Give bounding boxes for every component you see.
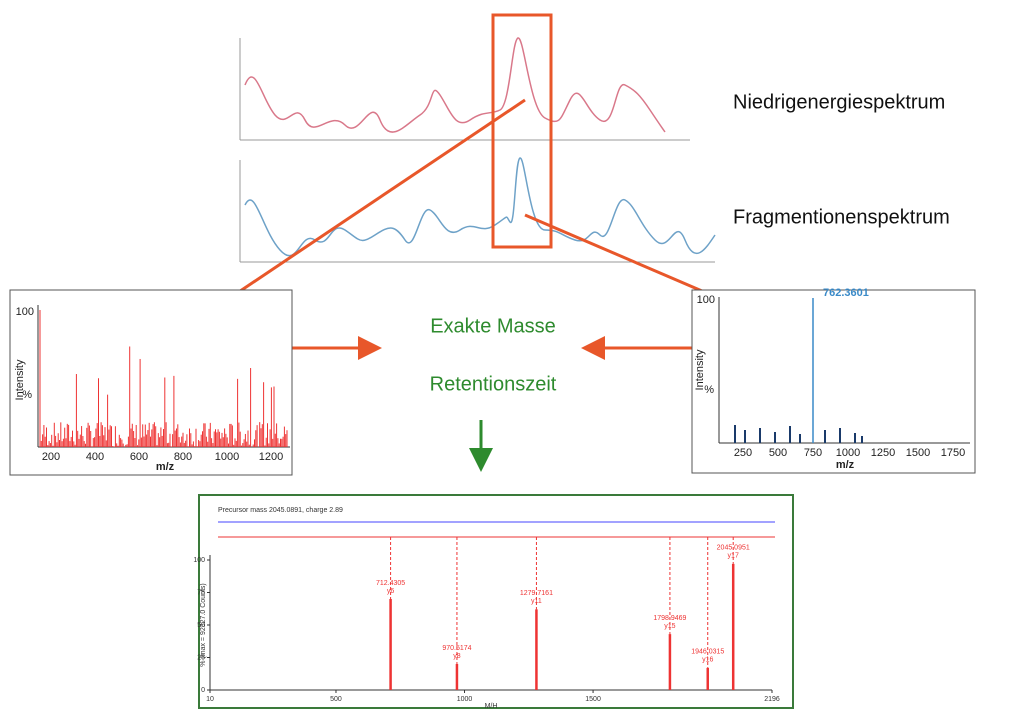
x-tick-label: 200 xyxy=(42,451,60,463)
y-label: Intensity xyxy=(694,349,706,390)
fragment-label: Fragmentionenspektrum xyxy=(733,206,950,228)
peak-ion: y8 xyxy=(453,653,461,660)
peak-ion: y6 xyxy=(387,588,395,595)
y-label: Intensity xyxy=(14,359,26,400)
y-tick-label: 100 xyxy=(193,557,205,564)
peak-label: 1946.0315 xyxy=(691,649,724,656)
x-tick-label: 250 xyxy=(734,447,752,459)
fragment-title: Precursor mass 2045.0891, charge 2.89 xyxy=(218,507,343,514)
y-unit: % xyxy=(704,384,714,396)
selection-box xyxy=(491,13,553,249)
y-tick-label: 50 xyxy=(197,622,205,629)
peak-ion: y11 xyxy=(531,598,542,605)
peak-label: 970.5174 xyxy=(442,645,471,652)
low-energy-label: Niedrigenergiespektrum xyxy=(733,91,945,113)
x-tick-label: 1200 xyxy=(259,451,283,463)
x-tick-label: 400 xyxy=(86,451,104,463)
x-tick-label: 750 xyxy=(804,447,822,459)
x-tick-label: 1000 xyxy=(836,447,860,459)
x-tick-label: 2196 xyxy=(764,696,780,703)
peak-label: 762.3601 xyxy=(823,287,869,299)
x-label: m/z xyxy=(836,459,855,471)
peak-ion: y17 xyxy=(728,553,739,560)
x-tick-label: 500 xyxy=(769,447,787,459)
y-unit: % xyxy=(22,389,32,401)
x-tick-label: 1750 xyxy=(941,447,965,459)
retention-time: Retentionszeit xyxy=(430,373,557,395)
y-label: % (max = 92327.0 Counts) xyxy=(200,583,207,666)
x-tick-label: 10 xyxy=(206,696,214,703)
exact-mass: Exakte Masse xyxy=(430,315,556,337)
peak-ion: y15 xyxy=(664,623,675,630)
y-tick-label: 25 xyxy=(197,654,205,661)
x-tick-label: 1500 xyxy=(906,447,930,459)
y-top: 100 xyxy=(697,294,715,306)
x-tick-label: 500 xyxy=(330,696,342,703)
y-tick-label: 75 xyxy=(197,589,205,596)
x-tick-label: 1250 xyxy=(871,447,895,459)
x-tick-label: 1000 xyxy=(215,451,239,463)
right-spectrum: 100 762.3601 Intensity % m/z xyxy=(691,287,976,474)
y-tick-label: 0 xyxy=(201,687,205,694)
x-tick-label: 1500 xyxy=(585,696,601,703)
low-energy-trace xyxy=(239,37,690,141)
x-tick-label: 600 xyxy=(130,451,148,463)
x-tick-label: 1000 xyxy=(457,696,473,703)
peak-label: 1279.7161 xyxy=(520,590,553,597)
peak-label: 2045.0951 xyxy=(717,545,750,552)
fragment-chart: Precursor mass 2045.0891, charge 2.89 % … xyxy=(193,494,794,710)
x-label: m/z xyxy=(156,461,175,473)
peak-label: 712.4305 xyxy=(376,580,405,587)
x-label: M/H xyxy=(485,703,498,710)
x-tick-label: 800 xyxy=(174,451,192,463)
peak-label: 1798.9469 xyxy=(653,615,686,622)
fragment-trace xyxy=(239,157,716,263)
y-top: 100 xyxy=(16,306,34,318)
left-spectrum: 100 Intensity % m/z xyxy=(9,289,293,476)
peak-ion: y16 xyxy=(702,657,713,664)
